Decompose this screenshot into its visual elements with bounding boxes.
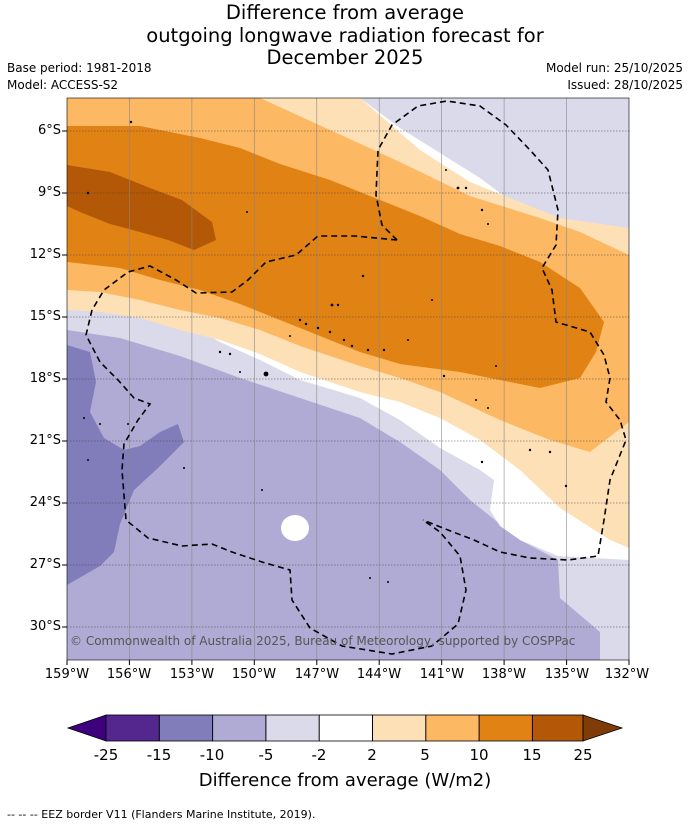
colorbar-tick-label: 5 [420, 746, 430, 764]
lon-label: 132°W [604, 667, 650, 682]
band-15-25 [67, 165, 216, 250]
band-minus5-minus10 [67, 330, 600, 660]
islands [83, 120, 568, 583]
latitude-gridlines [67, 130, 629, 628]
colorbar-swatch [479, 715, 533, 741]
colorbar-swatch [532, 715, 583, 741]
colorbar-tick-label: -10 [199, 746, 225, 764]
colorbar-tick-label: -2 [311, 746, 327, 764]
colorbar-dividers [158, 715, 533, 741]
band-10-15 [67, 126, 604, 388]
colorbar-swatch [212, 715, 266, 741]
lat-label: 30°S [29, 619, 61, 634]
colorbar-tick-label: -15 [146, 746, 172, 764]
colorbar-swatch-max-extend [582, 714, 624, 742]
neutral-patch [281, 515, 309, 541]
colorbar-tick-label: -5 [258, 746, 274, 764]
colorbar-title: Difference from average (W/m2) [198, 770, 492, 791]
lat-label: 24°S [29, 495, 61, 510]
lat-label: 27°S [29, 557, 61, 572]
copyright-notice: © Commonwealth of Australia 2025, Bureau… [70, 634, 576, 648]
lon-label: 153°W [169, 667, 215, 682]
issued-date: Issued: 28/10/2025 [567, 78, 683, 92]
colorbar-frame [105, 714, 584, 742]
lon-label: 150°W [231, 667, 277, 682]
lat-label: 15°S [29, 309, 61, 324]
title-line-3: December 2025 [266, 46, 424, 69]
lon-label: 138°W [481, 667, 527, 682]
colorbar-swatch [265, 715, 320, 741]
meta-left: Base period: 1981-2018 Model: ACCESS-S2 [7, 60, 152, 94]
colorbar-swatch-min-extend [66, 714, 107, 742]
title-line-2: outgoing longwave radiation forecast for [146, 23, 544, 47]
colorbar [66, 714, 624, 742]
lat-label: 9°S [37, 185, 61, 200]
lon-label: 135°W [544, 667, 590, 682]
band-minus10-minus15 [67, 345, 184, 585]
model-run-date: Model run: 25/10/2025 [545, 61, 683, 75]
model-name: Model: ACCESS-S2 [7, 78, 119, 92]
base-period: Base period: 1981-2018 [7, 61, 152, 75]
meta-right: Model run: 25/10/2025 Issued: 28/10/2025 [546, 60, 683, 94]
lon-label: 144°W [356, 667, 402, 682]
chart-title: Difference from average outgoing longwav… [0, 1, 690, 70]
colorbar-swatch [319, 715, 373, 741]
colorbar-swatch [106, 715, 160, 741]
lat-label: 6°S [37, 123, 61, 138]
colorbar-tick-label: -25 [93, 746, 119, 764]
lon-label: 156°W [106, 667, 152, 682]
lat-label: 21°S [29, 433, 61, 448]
axis-ticks [62, 130, 630, 665]
lon-label: 141°W [419, 667, 465, 682]
colorbar-tick-label: 25 [573, 746, 593, 764]
colorbar-swatch [425, 715, 480, 741]
eez-legend-note: -- -- -- EEZ border V11 (Flanders Marine… [7, 808, 316, 821]
colorbar-tick-label: 15 [522, 746, 542, 764]
lat-label: 12°S [29, 247, 61, 262]
colorbar-tick-label: 2 [367, 746, 377, 764]
colorbar-tick-label: 10 [469, 746, 489, 764]
colorbar-swatch [159, 715, 213, 741]
lon-label: 147°W [294, 667, 340, 682]
title-line-1: Difference from average [225, 1, 465, 24]
lon-label: 159°W [44, 667, 90, 682]
lat-label: 18°S [29, 371, 61, 386]
eez-borders [85, 100, 627, 655]
colorbar-swatch [372, 715, 426, 741]
forecast-map [67, 98, 629, 660]
